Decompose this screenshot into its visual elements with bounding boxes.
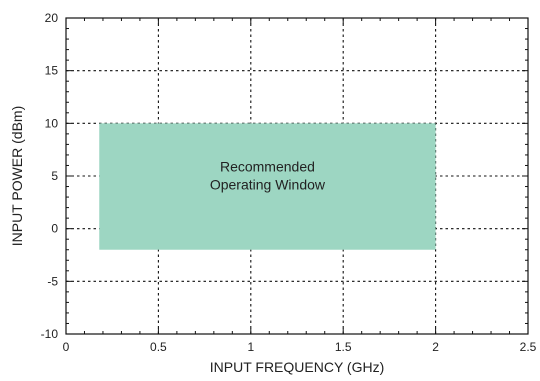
x-tick-label: 0	[63, 340, 70, 354]
y-tick-label: 0	[51, 222, 58, 236]
x-axis-title: INPUT FREQUENCY (GHz)	[210, 359, 385, 375]
axis-ticks	[65, 17, 529, 335]
x-tick-label: 2	[432, 340, 439, 354]
x-tick-label: 1	[247, 340, 254, 354]
operating-window-region	[99, 123, 436, 250]
y-tick-label: -5	[47, 274, 58, 288]
x-tick-label: 0.5	[150, 340, 167, 354]
region-label-line: Operating Window	[210, 177, 326, 193]
y-tick-label: 15	[45, 64, 59, 78]
tick-labels: 0 0.5 1 1.5 2 2.5 -10 -5 0 5 10 15 20	[41, 11, 537, 354]
y-tick-label: 20	[45, 11, 59, 25]
region-label-line: Recommended	[220, 159, 315, 175]
regions: Recommended Operating Window	[99, 123, 436, 250]
y-tick-label: 10	[45, 116, 59, 130]
x-tick-label: 2.5	[520, 340, 537, 354]
y-tick-label: -10	[41, 327, 59, 341]
y-axis-title: INPUT POWER (dBm)	[9, 106, 25, 247]
y-tick-label: 5	[51, 169, 58, 183]
x-tick-label: 1.5	[335, 340, 352, 354]
